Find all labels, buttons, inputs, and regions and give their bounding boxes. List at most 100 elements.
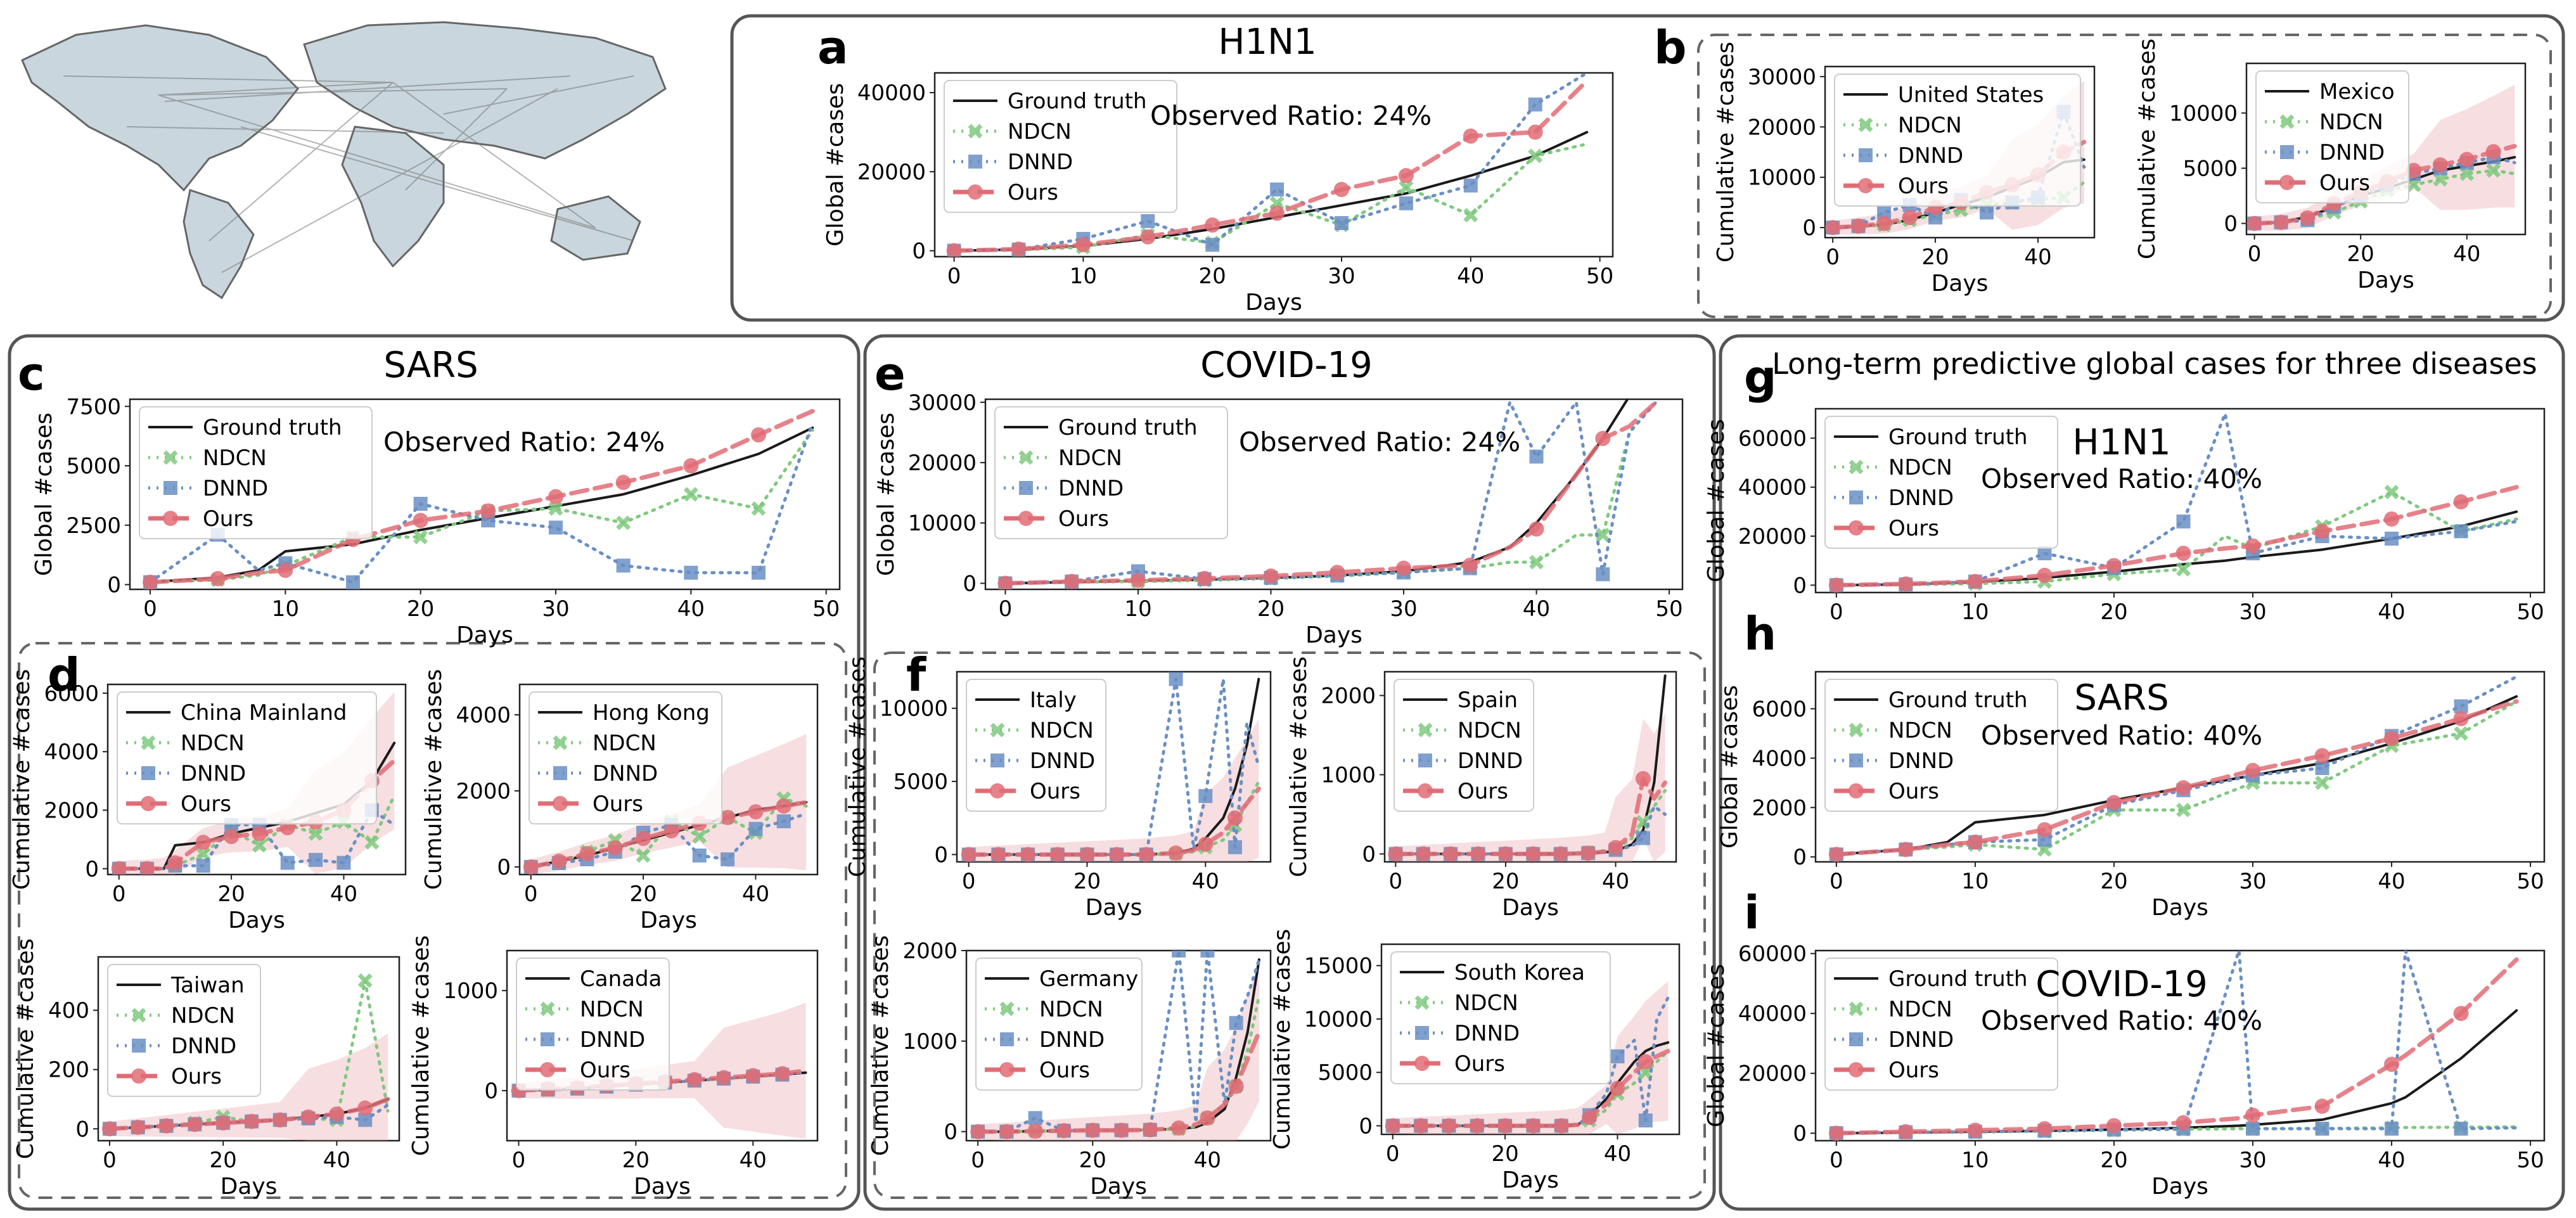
data-point-ours [1020,847,1036,862]
legend-label-gt: Italy [1030,688,1077,713]
data-point-ours [1196,570,1212,586]
x-tick-label: 0 [524,881,538,907]
data-point-ours [2176,780,2191,796]
data-point-dnnd [1028,1111,1042,1125]
data-point-dnnd [692,849,707,862]
x-tick-label: 0 [1389,869,1403,894]
legend-label-dnnd: DNND [1888,1027,1954,1053]
data-point-dnnd [2037,546,2052,561]
y-tick-label: 2000 [902,939,958,964]
y-axis-label: Cumulative #cases [1269,929,1295,1150]
legend-label-gt: Ground truth [1008,89,1147,114]
legend-box [1390,951,1611,1084]
data-point-ours [130,1119,146,1135]
x-tick-label: 40 [1457,264,1484,289]
x-tick-label: 20 [2347,241,2374,267]
data-point-ours [101,1121,117,1137]
y-axis-label: Global #cases [31,413,57,576]
data-point-ours [252,826,267,842]
x-tick-label: 20 [407,596,434,622]
data-point-ndcn [2459,166,2475,181]
data-point-ours [1027,1124,1043,1139]
x-tick-label: 40 [1523,596,1550,622]
legend-label-dnnd: DNND [203,476,268,501]
x-tick-label: 30 [2239,1148,2266,1173]
series-line-ours [2252,144,2517,226]
legend-marker-ndcn [1849,1001,1864,1016]
x-tick-label: 20 [1257,596,1285,622]
legend-marker-ndcn [1858,117,1873,132]
x-tick-label: 30 [1328,264,1355,289]
y-tick-label: 0 [1359,1114,1373,1139]
data-point-ours [686,1072,702,1087]
data-point-ours [636,831,651,846]
data-point-dnnd [1528,97,1542,112]
data-point-ours [272,1112,288,1128]
data-point-ours [2245,538,2260,554]
data-point-ours [300,1109,316,1125]
data-point-ours [2384,731,2400,747]
y-tick-label: 20000 [1748,115,1816,140]
x-tick-label: 50 [2516,1148,2544,1173]
legend-box [139,406,373,539]
legend-label-gt: Hong Kong [593,700,710,726]
data-point-ours [1828,847,1844,862]
legend-label-ours: Ours [1888,779,1939,804]
legend-marker-ours [1849,1062,1864,1077]
legend-label-gt: United States [1898,82,2044,108]
y-axis-label: Global #cases [1703,419,1729,582]
data-point-ours [1610,1080,1625,1096]
y-tick-label: 20000 [1738,524,1807,549]
data-point-dnnd [721,852,735,866]
legend-marker-ndcn [968,124,983,139]
y-tick-label: 0 [934,842,948,868]
legend-box [1824,679,2058,812]
x-tick-label: 50 [2516,599,2544,625]
chart-subtitle: H1N1 [2072,422,2170,463]
y-tick-label: 5000 [1317,1060,1373,1086]
legend-box [529,691,722,824]
legend-marker-ndcn [2279,114,2295,129]
x-tick-label: 0 [512,1148,526,1173]
data-point-ours [2245,1107,2260,1123]
legend-marker-dnnd [968,155,982,169]
axes-frame [965,949,1272,1142]
data-point-ours [1902,210,1918,226]
legend-label-dnnd: DNND [1058,476,1124,501]
legend-label-ndcn: NDCN [1058,446,1122,471]
legend-marker-dnnd [1849,753,1863,767]
legend-marker-dnnd [1418,753,1432,767]
x-tick-label: 10 [1070,264,1097,289]
legend-label-ndcn: NDCN [593,731,657,756]
data-point-ours [2485,144,2501,160]
data-point-ours [1075,237,1091,253]
x-tick-label: 0 [1386,1141,1400,1167]
world-map-icon [21,21,667,300]
data-point-ours [1140,229,1156,245]
y-axis-label: Cumulative #cases [13,939,39,1160]
panel-letter-i: i [1744,886,1760,939]
legend-label-ours: Ours [593,792,643,817]
data-point-ours [997,575,1013,589]
data-point-ours [2384,1056,2400,1072]
y-axis-label: Cumulative #cases [1713,42,1739,263]
data-point-dnnd [413,497,428,511]
y-tick-label: 0 [2224,212,2238,237]
data-point-dnnd [196,859,210,873]
x-tick-label: 40 [2378,869,2405,894]
x-tick-label: 40 [2024,245,2051,270]
y-tick-label: 0 [944,1120,958,1145]
series-line-ours [1834,699,2519,857]
data-point-ndcn [252,838,267,853]
legend-label-dnnd: DNND [1454,1021,1520,1046]
panel-letter-g: g [1744,350,1777,404]
x-tick-label: 40 [2453,241,2480,267]
x-tick-label: 30 [2239,599,2266,625]
legend-label-ndcn: NDCN [181,731,245,756]
legend-label-dnnd: DNND [171,1034,236,1059]
y-tick-label: 0 [912,239,926,264]
y-tick-label: 0 [963,571,977,596]
data-point-ours [999,1124,1015,1139]
x-axis-label: Days [1932,271,1989,297]
legend-marker-ours [1849,520,1864,535]
